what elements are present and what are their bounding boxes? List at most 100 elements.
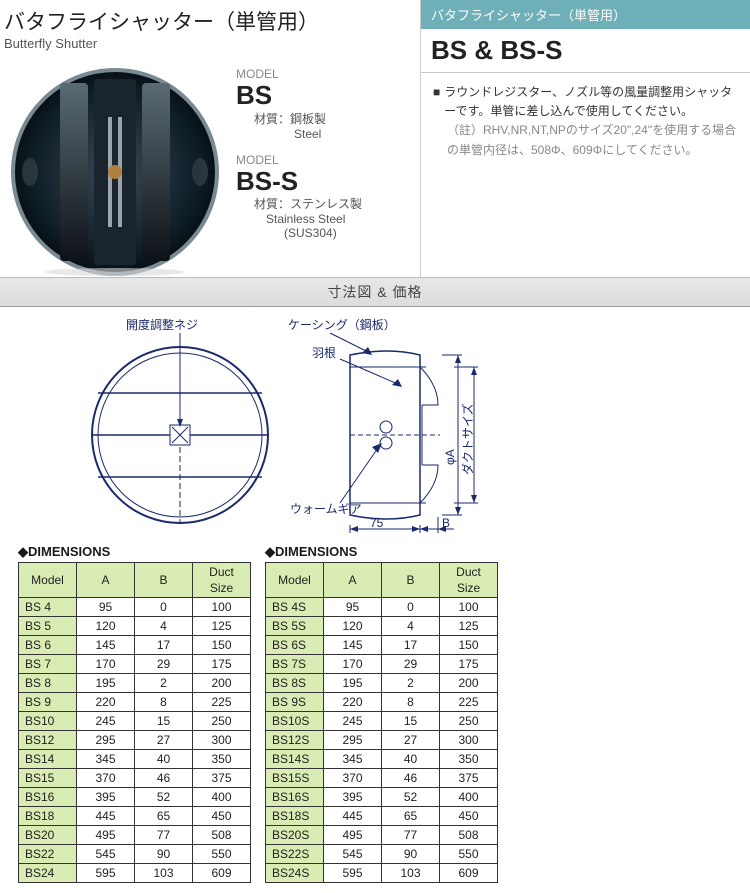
table-cell: BS 6S <box>266 636 324 655</box>
table-row: BS12S29527300 <box>266 731 498 750</box>
table-cell: BS16 <box>19 788 77 807</box>
table-header: B <box>382 563 440 598</box>
table-row: BS 4S950100 <box>266 598 498 617</box>
table-row: BS15S37046375 <box>266 769 498 788</box>
table-cell: 90 <box>135 845 193 864</box>
table-cell: 250 <box>193 712 251 731</box>
table-row: BS16S39552400 <box>266 788 498 807</box>
table-cell: 595 <box>324 864 382 883</box>
table-cell: 170 <box>77 655 135 674</box>
table-cell: 195 <box>324 674 382 693</box>
table-cell: 170 <box>324 655 382 674</box>
table-cell: 52 <box>382 788 440 807</box>
table-cell: 245 <box>324 712 382 731</box>
table-cell: 0 <box>382 598 440 617</box>
model-name-bss: BS-S <box>236 167 414 196</box>
table-cell: 350 <box>193 750 251 769</box>
table-cell: 609 <box>440 864 498 883</box>
table-row: BS10S24515250 <box>266 712 498 731</box>
diagram-dim-75: 75 <box>370 516 384 530</box>
table-row: BS 5S1204125 <box>266 617 498 636</box>
table-cell: BS15S <box>266 769 324 788</box>
right-title: BS & BS-S <box>421 29 750 73</box>
table-header: A <box>77 563 135 598</box>
model-name-bs: BS <box>236 81 414 110</box>
table-cell: 175 <box>440 655 498 674</box>
diagram-label-vane: 羽根 <box>312 346 336 360</box>
table-row: BS1537046375 <box>19 769 251 788</box>
top-section: バタフライシャッター（単管用） Butterfly Shutter <box>0 0 750 277</box>
page-title-jp: バタフライシャッター（単管用） <box>0 0 420 36</box>
table-cell: 450 <box>440 807 498 826</box>
diagram-area: 開度調整ネジ ケーシング（鋼板） 羽根 ウォームギア 75 B φA ダクトサイ… <box>0 307 750 544</box>
table-cell: BS18S <box>266 807 324 826</box>
table-cell: 125 <box>193 617 251 636</box>
table-row: BS2254590550 <box>19 845 251 864</box>
table-cell: 370 <box>77 769 135 788</box>
table-cell: 508 <box>440 826 498 845</box>
table-cell: 40 <box>382 750 440 769</box>
table-cell: BS15 <box>19 769 77 788</box>
table-cell: BS20S <box>266 826 324 845</box>
table-row: BS 717029175 <box>19 655 251 674</box>
dimension-diagram: 開度調整ネジ ケーシング（鋼板） 羽根 ウォームギア 75 B φA ダクトサイ… <box>40 315 600 535</box>
table-cell: 52 <box>135 788 193 807</box>
table-cell: 120 <box>324 617 382 636</box>
page-title-en: Butterfly Shutter <box>0 36 420 57</box>
desc-bullet: ラウンドレジスター、ノズル等の風量調整用シャッターです。単管に差し込んで使用して… <box>433 83 738 121</box>
table-row: BS 6S14517150 <box>266 636 498 655</box>
material-bs-en: Steel <box>254 127 321 141</box>
table-row: BS 614517150 <box>19 636 251 655</box>
table-header: Duct Size <box>193 563 251 598</box>
table-cell: 46 <box>382 769 440 788</box>
description-box: ラウンドレジスター、ノズル等の風量調整用シャッターです。単管に差し込んで使用して… <box>421 73 750 170</box>
note-text: RHV,NR,NT,NPのサイズ20",24"を使用する場合の単管内径は、508… <box>447 123 736 156</box>
model-label-1: MODEL <box>236 67 414 81</box>
material-bss: 材質：ステンレス製 Stainless Steel (SUS304) <box>236 195 414 240</box>
table-cell: BS 5S <box>266 617 324 636</box>
table-cell: 125 <box>440 617 498 636</box>
table-cell: BS10 <box>19 712 77 731</box>
table-header: Model <box>19 563 77 598</box>
material-bs: 材質：鋼板製 Steel <box>236 110 414 141</box>
table-cell: 17 <box>382 636 440 655</box>
table-cell: 508 <box>193 826 251 845</box>
dim-table-left: ModelABDuct SizeBS 4950100BS 51204125BS … <box>18 562 251 883</box>
table-cell: 103 <box>382 864 440 883</box>
table-cell: 300 <box>440 731 498 750</box>
table-cell: 250 <box>440 712 498 731</box>
table-header: B <box>135 563 193 598</box>
table-cell: BS 8S <box>266 674 324 693</box>
table-cell: BS14 <box>19 750 77 769</box>
table-cell: 220 <box>324 693 382 712</box>
table-cell: 225 <box>193 693 251 712</box>
table-cell: BS18 <box>19 807 77 826</box>
table-cell: 395 <box>77 788 135 807</box>
table-cell: 445 <box>324 807 382 826</box>
table-cell: 4 <box>135 617 193 636</box>
table-cell: 120 <box>77 617 135 636</box>
material-bs-jp: 材質：鋼板製 <box>254 112 326 126</box>
table-cell: 395 <box>324 788 382 807</box>
table-cell: 550 <box>193 845 251 864</box>
table-cell: 77 <box>135 826 193 845</box>
tables-row: ◆DIMENSIONS ModelABDuct SizeBS 4950100BS… <box>0 544 750 893</box>
table-row: BS24S595103609 <box>266 864 498 883</box>
dim-title-left: ◆DIMENSIONS <box>18 544 251 560</box>
table-row: BS14S34540350 <box>266 750 498 769</box>
table-cell: 46 <box>135 769 193 788</box>
product-image <box>0 57 230 277</box>
table-cell: BS22 <box>19 845 77 864</box>
table-row: BS 8S1952200 <box>266 674 498 693</box>
table-cell: BS22S <box>266 845 324 864</box>
table-row: BS20S49577508 <box>266 826 498 845</box>
table-cell: BS 8 <box>19 674 77 693</box>
table-cell: 15 <box>135 712 193 731</box>
section-bar: 寸法図 & 価格 <box>0 277 750 307</box>
table-cell: 145 <box>77 636 135 655</box>
table-cell: BS 7 <box>19 655 77 674</box>
table-cell: 65 <box>382 807 440 826</box>
table-cell: 2 <box>382 674 440 693</box>
table-cell: 445 <box>77 807 135 826</box>
table-row: BS 9S2208225 <box>266 693 498 712</box>
